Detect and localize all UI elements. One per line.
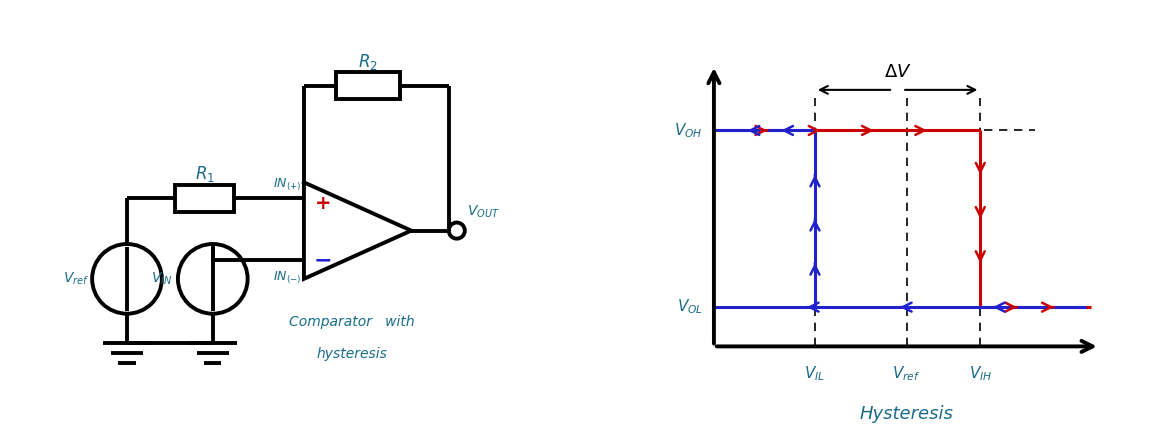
Circle shape — [178, 244, 248, 314]
Text: V$_{IL}$: V$_{IL}$ — [804, 365, 825, 384]
Circle shape — [92, 244, 161, 314]
Text: IN$_{(-)}$: IN$_{(-)}$ — [272, 269, 302, 286]
Text: V$_{ref}$: V$_{ref}$ — [892, 365, 921, 384]
Circle shape — [449, 223, 465, 239]
Text: IN$_{(+)}$: IN$_{(+)}$ — [272, 177, 302, 193]
Text: hysteresis: hysteresis — [317, 347, 388, 361]
Text: V$_{IN}$: V$_{IN}$ — [151, 271, 173, 287]
Text: R$_1$: R$_1$ — [195, 164, 215, 184]
Bar — [337, 73, 401, 99]
Text: −: − — [313, 250, 332, 270]
Bar — [175, 185, 234, 212]
Text: V$_{OL}$: V$_{OL}$ — [677, 298, 703, 317]
Text: $\Delta V$: $\Delta V$ — [884, 63, 912, 82]
Text: Comparator   with: Comparator with — [290, 315, 415, 329]
Text: +: + — [314, 194, 331, 213]
Text: V$_{IH}$: V$_{IH}$ — [969, 365, 992, 384]
Text: R$_2$: R$_2$ — [359, 51, 379, 72]
Text: V$_{ref}$: V$_{ref}$ — [63, 271, 89, 287]
Text: V$_{OH}$: V$_{OH}$ — [675, 121, 703, 140]
Text: V$_{OUT}$: V$_{OUT}$ — [468, 204, 500, 220]
Text: Hysteresis: Hysteresis — [860, 405, 954, 423]
